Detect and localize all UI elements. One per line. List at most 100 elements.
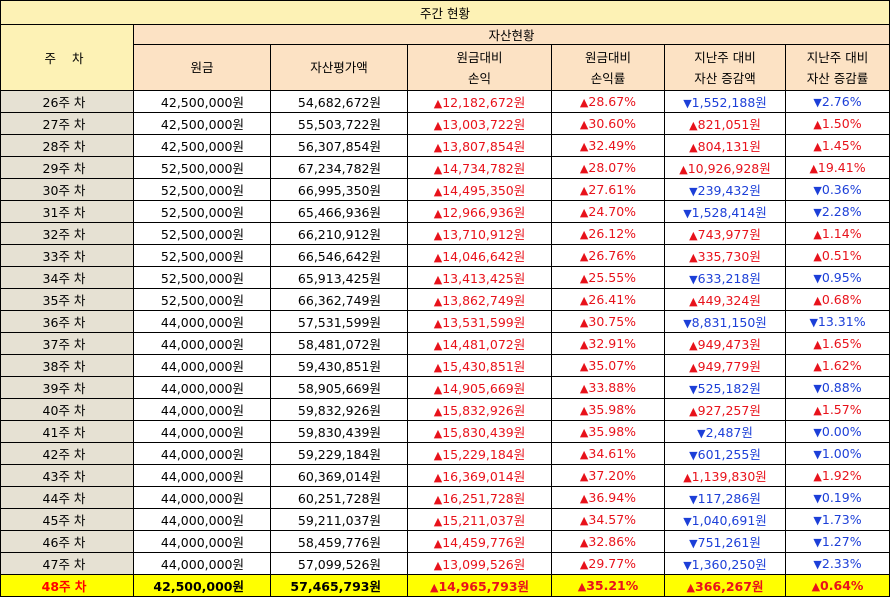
profit-loss-cell[interactable]: ▲13,413,425원 (407, 266, 552, 289)
principal-cell[interactable]: 44,000,000원 (133, 486, 271, 509)
week-cell[interactable]: 38주 차 (0, 354, 134, 377)
profit-loss-cell[interactable]: ▲14,046,642원 (407, 244, 552, 267)
weekly-change-rate-cell[interactable]: ▼0.00% (784, 420, 891, 443)
weekly-change-rate-cell[interactable]: ▲1.14% (784, 222, 891, 245)
valuation-cell[interactable]: 58,459,776원 (270, 530, 408, 553)
profit-rate-column-header[interactable]: 원금대비 손익률 (551, 44, 665, 91)
principal-cell[interactable]: 44,000,000원 (133, 420, 271, 443)
profit-loss-cell[interactable]: ▲13,710,912원 (407, 222, 552, 245)
week-cell[interactable]: 40주 차 (0, 398, 134, 421)
profit-rate-cell[interactable]: ▲36.94% (551, 486, 665, 509)
weekly-change-rate-cell[interactable]: ▲1.45% (784, 134, 891, 157)
weekly-change-cell[interactable]: ▼117,286원 (664, 486, 786, 509)
weekly-change-rate-cell[interactable]: ▼13.31% (784, 310, 891, 333)
weekly-change-cell[interactable]: ▲821,051원 (664, 112, 786, 135)
weekly-change-rate-cell[interactable]: ▼2.28% (784, 200, 891, 223)
weekly-change-rate-cell[interactable]: ▲1.50% (784, 112, 891, 135)
weekly-change-rate-cell[interactable]: ▲0.64% (784, 574, 891, 597)
principal-column-header[interactable]: 원금 (133, 44, 271, 91)
valuation-cell[interactable]: 58,905,669원 (270, 376, 408, 399)
valuation-cell[interactable]: 57,465,793원 (270, 574, 408, 597)
profit-loss-cell[interactable]: ▲15,830,439원 (407, 420, 552, 443)
weekly-change-rate-cell[interactable]: ▲1.65% (784, 332, 891, 355)
week-column-header[interactable]: 주 차 (0, 24, 134, 91)
profit-loss-cell[interactable]: ▲14,905,669원 (407, 376, 552, 399)
weekly-change-cell[interactable]: ▲335,730원 (664, 244, 786, 267)
profit-loss-cell[interactable]: ▲14,495,350원 (407, 178, 552, 201)
profit-loss-cell[interactable]: ▲14,734,782원 (407, 156, 552, 179)
weekly-change-cell[interactable]: ▼525,182원 (664, 376, 786, 399)
profit-rate-cell[interactable]: ▲28.67% (551, 90, 665, 113)
weekly-change-rate-cell[interactable]: ▼1.27% (784, 530, 891, 553)
principal-cell[interactable]: 42,500,000원 (133, 574, 271, 597)
profit-rate-cell[interactable]: ▲24.70% (551, 200, 665, 223)
week-cell[interactable]: 27주 차 (0, 112, 134, 135)
profit-rate-cell[interactable]: ▲35.07% (551, 354, 665, 377)
weekly-change-cell[interactable]: ▲949,779원 (664, 354, 786, 377)
week-cell[interactable]: 28주 차 (0, 134, 134, 157)
valuation-cell[interactable]: 57,099,526원 (270, 552, 408, 575)
weekly-change-cell[interactable]: ▼1,552,188원 (664, 90, 786, 113)
profit-loss-cell[interactable]: ▲14,459,776원 (407, 530, 552, 553)
weekly-change-rate-cell[interactable]: ▼2.33% (784, 552, 891, 575)
profit-rate-cell[interactable]: ▲35.98% (551, 398, 665, 421)
weekly-change-rate-cell[interactable]: ▲1.57% (784, 398, 891, 421)
weekly-change-rate-cell[interactable]: ▼1.73% (784, 508, 891, 531)
week-cell[interactable]: 30주 차 (0, 178, 134, 201)
week-cell[interactable]: 39주 차 (0, 376, 134, 399)
principal-cell[interactable]: 42,500,000원 (133, 90, 271, 113)
profit-loss-cell[interactable]: ▲12,966,936원 (407, 200, 552, 223)
valuation-cell[interactable]: 67,234,782원 (270, 156, 408, 179)
profit-loss-cell[interactable]: ▲16,251,728원 (407, 486, 552, 509)
valuation-cell[interactable]: 59,430,851원 (270, 354, 408, 377)
valuation-cell[interactable]: 66,362,749원 (270, 288, 408, 311)
principal-cell[interactable]: 44,000,000원 (133, 310, 271, 333)
weekly-change-rate-cell[interactable]: ▲0.68% (784, 288, 891, 311)
principal-cell[interactable]: 44,000,000원 (133, 508, 271, 531)
profit-rate-cell[interactable]: ▲26.76% (551, 244, 665, 267)
week-cell[interactable]: 44주 차 (0, 486, 134, 509)
principal-cell[interactable]: 52,500,000원 (133, 222, 271, 245)
week-cell[interactable]: 46주 차 (0, 530, 134, 553)
weekly-change-rate-cell[interactable]: ▼2.76% (784, 90, 891, 113)
valuation-cell[interactable]: 56,307,854원 (270, 134, 408, 157)
profit-rate-cell[interactable]: ▲35.21% (551, 574, 665, 597)
weekly-change-cell[interactable]: ▼1,528,414원 (664, 200, 786, 223)
weekly-change-cell[interactable]: ▲1,139,830원 (664, 464, 786, 487)
principal-cell[interactable]: 44,000,000원 (133, 354, 271, 377)
profit-loss-cell[interactable]: ▲13,531,599원 (407, 310, 552, 333)
week-cell[interactable]: 32주 차 (0, 222, 134, 245)
principal-cell[interactable]: 44,000,000원 (133, 552, 271, 575)
profit-loss-cell[interactable]: ▲12,182,672원 (407, 90, 552, 113)
profit-loss-cell[interactable]: ▲14,481,072원 (407, 332, 552, 355)
profit-rate-cell[interactable]: ▲32.91% (551, 332, 665, 355)
profit-loss-cell[interactable]: ▲16,369,014원 (407, 464, 552, 487)
week-cell[interactable]: 43주 차 (0, 464, 134, 487)
valuation-cell[interactable]: 57,531,599원 (270, 310, 408, 333)
principal-cell[interactable]: 44,000,000원 (133, 442, 271, 465)
valuation-cell[interactable]: 65,913,425원 (270, 266, 408, 289)
profit-rate-cell[interactable]: ▲29.77% (551, 552, 665, 575)
week-cell[interactable]: 34주 차 (0, 266, 134, 289)
week-cell[interactable]: 48주 차 (0, 574, 134, 597)
valuation-cell[interactable]: 66,995,350원 (270, 178, 408, 201)
profit-loss-cell[interactable]: ▲13,862,749원 (407, 288, 552, 311)
principal-cell[interactable]: 44,000,000원 (133, 332, 271, 355)
principal-cell[interactable]: 52,500,000원 (133, 178, 271, 201)
profit-rate-cell[interactable]: ▲26.41% (551, 288, 665, 311)
principal-cell[interactable]: 52,500,000원 (133, 200, 271, 223)
principal-cell[interactable]: 52,500,000원 (133, 244, 271, 267)
profit-loss-cell[interactable]: ▲15,430,851원 (407, 354, 552, 377)
profit-loss-cell[interactable]: ▲15,211,037원 (407, 508, 552, 531)
profit-loss-cell[interactable]: ▲13,003,722원 (407, 112, 552, 135)
valuation-cell[interactable]: 58,481,072원 (270, 332, 408, 355)
principal-cell[interactable]: 52,500,000원 (133, 266, 271, 289)
valuation-cell[interactable]: 59,229,184원 (270, 442, 408, 465)
weekly-change-cell[interactable]: ▼601,255원 (664, 442, 786, 465)
profit-rate-cell[interactable]: ▲27.61% (551, 178, 665, 201)
week-cell[interactable]: 36주 차 (0, 310, 134, 333)
weekly-change-column-header[interactable]: 지난주 대비 자산 증감액 (664, 44, 786, 91)
valuation-cell[interactable]: 66,210,912원 (270, 222, 408, 245)
valuation-column-header[interactable]: 자산평가액 (270, 44, 408, 91)
weekly-change-rate-cell[interactable]: ▼0.36% (784, 178, 891, 201)
